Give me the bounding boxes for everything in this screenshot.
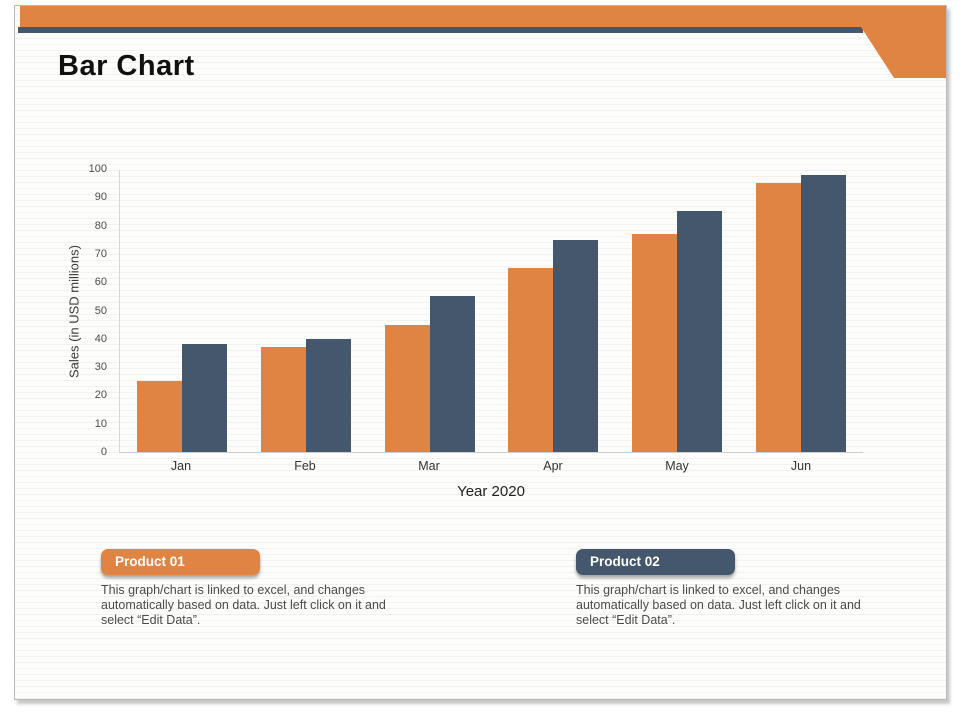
y-tick-label: 40 bbox=[94, 332, 107, 345]
y-tick-label: 50 bbox=[94, 304, 107, 317]
description-line: automatically based on data. Just left c… bbox=[576, 597, 861, 612]
y-tick-label: 0 bbox=[100, 446, 107, 458]
x-axis-labels: Jan Feb Mar Apr May Jun bbox=[119, 459, 863, 473]
x-tick-label-mar: Mar bbox=[418, 459, 440, 473]
legend-badge-product02: Product 02 bbox=[576, 549, 735, 575]
secondary-accent-bar bbox=[18, 27, 863, 33]
top-accent-bar bbox=[20, 6, 946, 27]
corner-accent-shape bbox=[854, 6, 946, 78]
bar-product01-jan[interactable] bbox=[136, 381, 182, 452]
bar-product02-apr[interactable] bbox=[553, 240, 599, 452]
y-tick-label: 30 bbox=[94, 361, 107, 374]
x-axis-title: Year 2020 bbox=[457, 483, 525, 500]
y-tick-label: 70 bbox=[94, 247, 107, 260]
description-line: automatically based on data. Just left c… bbox=[101, 597, 386, 612]
x-tick-label-feb: Feb bbox=[294, 459, 316, 473]
plot-area[interactable] bbox=[119, 170, 863, 453]
bar-product01-mar[interactable] bbox=[384, 325, 430, 452]
y-axis-ticks: 0 10 20 30 40 50 60 70 80 90 100 bbox=[77, 163, 113, 458]
description-line: This graph/chart is linked to excel, and… bbox=[101, 583, 366, 597]
y-tick-label: 20 bbox=[94, 389, 107, 402]
y-tick-label: 100 bbox=[88, 163, 107, 175]
y-tick-label: 10 bbox=[94, 417, 107, 430]
legend-description-product01: This graph/chart is linked to excel, and… bbox=[101, 583, 406, 627]
bar-product02-jun[interactable] bbox=[801, 175, 847, 452]
bar-group-feb bbox=[244, 170, 368, 452]
x-tick-label-may: May bbox=[665, 459, 689, 473]
bar-group-apr bbox=[491, 170, 615, 452]
x-tick-label-jun: Jun bbox=[790, 459, 812, 473]
legend-description-product02: This graph/chart is linked to excel, and… bbox=[576, 583, 881, 627]
description-line: This graph/chart is linked to excel, and… bbox=[576, 583, 841, 597]
page-title: Bar Chart bbox=[58, 50, 195, 82]
x-tick-label-apr: Apr bbox=[543, 459, 563, 473]
x-tick-label-jan: Jan bbox=[170, 459, 192, 473]
bar-product01-jun[interactable] bbox=[756, 183, 802, 452]
bar-product02-mar[interactable] bbox=[429, 296, 475, 452]
bar-group-mar bbox=[368, 170, 492, 452]
y-tick-label: 90 bbox=[94, 191, 107, 204]
bar-group-jun bbox=[739, 170, 863, 452]
bar-product02-jan[interactable] bbox=[181, 344, 227, 452]
bar-group-jan bbox=[120, 170, 244, 452]
bar-product02-feb[interactable] bbox=[305, 339, 351, 452]
bar-product01-may[interactable] bbox=[632, 234, 678, 452]
description-line: select “Edit Data”. bbox=[576, 612, 676, 627]
bar-product02-may[interactable] bbox=[677, 211, 723, 452]
slide-card: Bar Chart Sales (in USD millions) 0 10 20 3… bbox=[14, 5, 947, 700]
bar-group-may bbox=[615, 170, 739, 452]
bar-product01-feb[interactable] bbox=[260, 347, 306, 452]
y-tick-label: 80 bbox=[94, 219, 107, 232]
legend-badge-product01: Product 01 bbox=[101, 549, 260, 575]
bar-product01-apr[interactable] bbox=[508, 268, 554, 452]
description-line: select “Edit Data”. bbox=[101, 612, 201, 627]
y-tick-label: 60 bbox=[94, 276, 107, 289]
